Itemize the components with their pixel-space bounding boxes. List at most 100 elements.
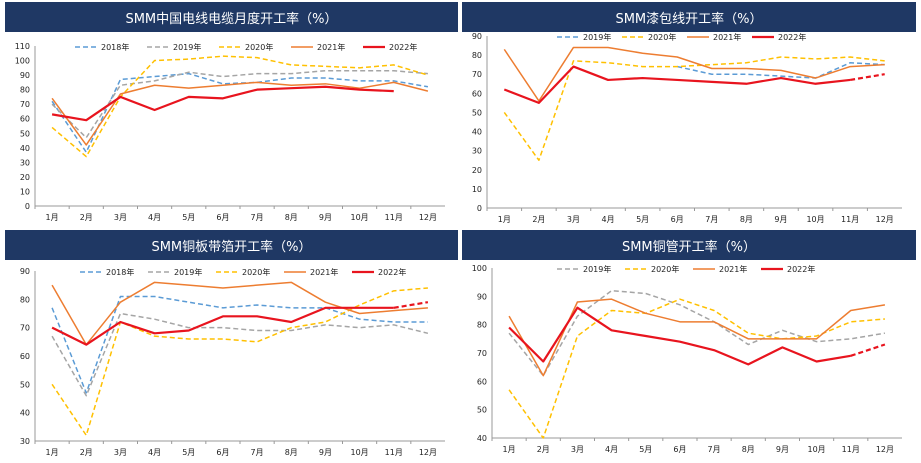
series-line-2019年	[51, 312, 429, 397]
y-tick-label: 80	[477, 321, 487, 330]
x-tick-label: 4月	[605, 445, 618, 454]
y-tick-label: 30	[20, 437, 30, 446]
y-tick-label: 20	[20, 173, 30, 182]
legend-label: 2020年	[242, 267, 270, 277]
series-line-2022年	[51, 85, 394, 122]
x-tick-label: 11月	[385, 448, 403, 457]
x-tick-label: 7月	[708, 445, 721, 454]
x-tick-label: 4月	[601, 215, 614, 224]
y-tick-label: 30	[472, 147, 482, 156]
x-tick-label: 10月	[807, 445, 825, 454]
legend-label: 2019年	[173, 42, 201, 52]
y-tick-label: 90	[477, 292, 487, 301]
x-tick-label: 6月	[216, 448, 229, 457]
chart-title: SMM铜管开工率（%）	[462, 230, 916, 260]
series-line-2018年	[51, 295, 428, 394]
x-tick-label: 5月	[639, 445, 652, 454]
y-tick-label: 100	[15, 57, 30, 66]
y-tick-label: 80	[20, 295, 30, 304]
y-tick-label: 60	[477, 377, 487, 386]
series-line-2020年	[51, 287, 428, 437]
chart-panel-copper-tube: SMM铜管开工率（%） 40 50 60 70 80 90 100 1月 2月 3月 4月 5月 6月 7…	[462, 230, 916, 461]
y-tick-label: 50	[477, 406, 487, 415]
series-forecast-2022年	[393, 301, 429, 309]
y-tick-label: 110	[15, 42, 30, 51]
x-tick-label: 5月	[182, 448, 195, 457]
x-tick-label: 3月	[571, 445, 584, 454]
series-line-2020年	[51, 55, 429, 158]
x-tick-label: 9月	[319, 448, 332, 457]
x-tick-label: 9月	[774, 215, 787, 224]
legend-label: 2019年	[174, 267, 202, 277]
x-tick-label: 1月	[498, 215, 511, 224]
series-line-2022年	[508, 306, 851, 366]
legend-label: 2019年	[583, 264, 611, 274]
y-tick-label: 40	[472, 128, 482, 137]
legend-label: 2021年	[719, 264, 747, 274]
x-tick-label: 5月	[636, 215, 649, 224]
x-tick-label: 12月	[876, 445, 894, 454]
chart-svg: 30 40 50 60 70 80 90 1月 2月 3月 4月 5月 6月 7月 8月 9月 10月 11月 12…	[20, 267, 445, 457]
series-line-2020年	[508, 298, 885, 439]
x-tick-label: 10月	[350, 448, 368, 457]
x-tick-label: 4月	[148, 448, 161, 457]
y-tick-label: 70	[472, 70, 482, 79]
y-tick-label: 0	[25, 202, 30, 211]
y-tick-label: 90	[472, 32, 482, 41]
chart-panel-enameled-wire: SMM漆包线开工率（%） 0 10 20 30 40 50 60 70 80 90 1月 2月 3月 4月…	[462, 2, 916, 227]
legend-label: 2020年	[651, 264, 679, 274]
x-tick-label: 3月	[114, 213, 127, 222]
series-line-2019年	[51, 69, 428, 139]
y-tick-label: 40	[20, 144, 30, 153]
y-tick-label: 80	[472, 51, 482, 60]
x-tick-label: 12月	[419, 448, 437, 457]
x-tick-label: 8月	[285, 213, 298, 222]
x-tick-label: 11月	[385, 213, 403, 222]
chart-panel-copper-strip: SMM铜板带箔开工率（%） 30 40 50 60 70 80 90 1月 2月 3月 4月 5月 6月…	[5, 230, 458, 461]
chart-svg: 40 50 60 70 80 90 100 1月 2月 3月 4月 5月 6月 7月 8月 9月 10月 11月 1…	[472, 264, 902, 454]
x-tick-label: 6月	[673, 445, 686, 454]
y-tick-label: 90	[20, 71, 30, 80]
y-tick-label: 50	[20, 380, 30, 389]
x-tick-label: 9月	[319, 213, 332, 222]
legend-label: 2022年	[389, 42, 417, 52]
y-tick-label: 10	[472, 185, 482, 194]
x-tick-label: 6月	[216, 213, 229, 222]
x-tick-label: 7月	[705, 215, 718, 224]
legend-label: 2020年	[245, 42, 273, 52]
y-tick-label: 20	[472, 166, 482, 175]
y-tick-label: 70	[20, 324, 30, 333]
legend-label: 2018年	[101, 42, 129, 52]
x-tick-label: 7月	[251, 448, 264, 457]
x-tick-label: 10月	[350, 213, 368, 222]
x-tick-label: 2月	[532, 215, 545, 224]
chart-title: SMM中国电线电缆月度开工率（%）	[5, 2, 458, 32]
x-tick-label: 8月	[285, 448, 298, 457]
x-tick-label: 1月	[46, 213, 59, 222]
series-line-2021年	[503, 46, 885, 102]
legend-label: 2020年	[648, 32, 676, 42]
legend-label: 2021年	[310, 267, 338, 277]
legend-label: 2022年	[378, 267, 406, 277]
legend-label: 2018年	[106, 267, 134, 277]
series-line-2022年	[51, 306, 394, 346]
y-tick-label: 10	[20, 187, 30, 196]
x-tick-label: 7月	[251, 213, 264, 222]
x-tick-label: 3月	[114, 448, 127, 457]
chart-svg: 0 10 20 30 40 50 60 70 80 90 100 110 1月 2月 3月 4月 5月 6月 7月 8…	[15, 42, 445, 222]
x-tick-label: 9月	[776, 445, 789, 454]
series-line-2019年	[677, 62, 885, 79]
series-line-2022年	[503, 65, 851, 104]
chart-title: SMM漆包线开工率（%）	[462, 2, 916, 32]
x-tick-label: 6月	[671, 215, 684, 224]
chart-svg: 0 10 20 30 40 50 60 70 80 90 1月 2月 3月 4月 5月 6月 7月 8月 9月 10月…	[472, 32, 902, 224]
y-tick-label: 40	[20, 409, 30, 418]
x-tick-label: 8月	[742, 445, 755, 454]
y-tick-label: 80	[20, 86, 30, 95]
legend-label: 2022年	[787, 264, 815, 274]
legend-label: 2022年	[778, 32, 806, 42]
y-tick-label: 50	[472, 108, 482, 117]
x-tick-label: 12月	[419, 213, 437, 222]
series-line-2021年	[51, 281, 428, 346]
y-tick-label: 50	[20, 129, 30, 138]
